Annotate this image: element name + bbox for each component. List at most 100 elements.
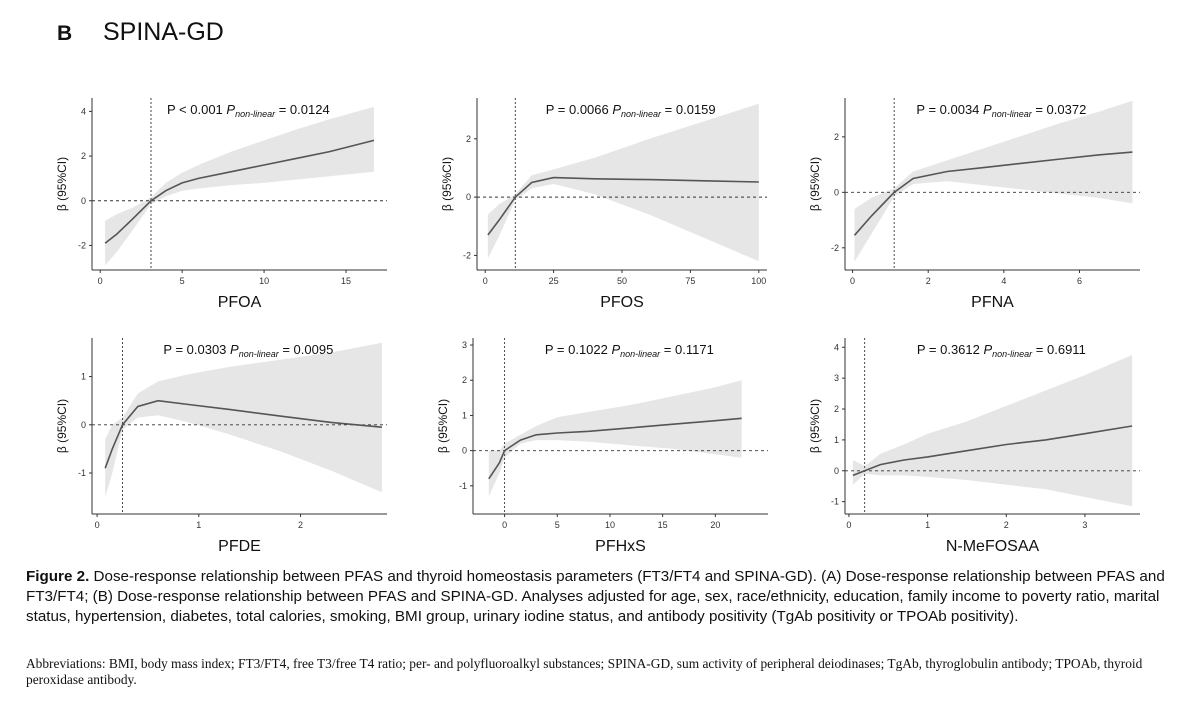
p-overall: P = 0.0034 xyxy=(916,102,983,117)
y-axis-label: β (95%CI) xyxy=(55,399,69,453)
y-tick-label: 2 xyxy=(462,375,467,385)
y-tick-label: 0 xyxy=(462,446,467,456)
y-tick-label: 0 xyxy=(834,466,839,476)
p-nonlinear-value: = 0.0372 xyxy=(1032,102,1087,117)
p-value-annotation: P = 0.0066 Pnon-linear = 0.0159 xyxy=(546,102,716,119)
p-nonlinear-symbol: P xyxy=(612,102,621,117)
y-tick-label: -2 xyxy=(831,243,839,253)
p-overall: P = 0.1022 xyxy=(545,342,612,357)
p-value-annotation: P < 0.001 Pnon-linear = 0.0124 xyxy=(167,102,330,119)
ci-band xyxy=(487,103,759,262)
panel-letter: B xyxy=(57,22,73,45)
p-nonlinear-subscript: non-linear xyxy=(235,109,276,119)
ci-band xyxy=(852,355,1133,507)
p-nonlinear-symbol: P xyxy=(983,102,992,117)
figure-caption: Figure 2. Dose-response relationship bet… xyxy=(26,567,1181,627)
x-axis-label: PFOS xyxy=(600,294,644,311)
chart-panel-pfos: 0 25 50 75 100 -2 0 2 PFOS β (95%CI) P = 0.0066 Pn… xyxy=(440,98,767,311)
y-tick-label: 4 xyxy=(834,342,839,352)
x-axis-label: N-MeFOSAA xyxy=(946,538,1040,555)
x-tick-label: 0 xyxy=(483,276,488,286)
x-tick-label: 0 xyxy=(850,276,855,286)
y-tick-label: 1 xyxy=(462,410,467,420)
y-tick-label: -1 xyxy=(78,468,86,478)
panel-title: SPINA-GD xyxy=(103,18,224,46)
y-tick-label: 2 xyxy=(834,132,839,142)
chart-panel-pfde: 0 1 2 -1 0 1 PFDE β (95%CI) P = 0.0303 Pnon-line… xyxy=(55,338,387,555)
p-nonlinear-subscript: non-linear xyxy=(621,109,662,119)
y-tick-label: 3 xyxy=(834,373,839,383)
ci-band xyxy=(105,106,374,266)
x-axis-label: PFHxS xyxy=(595,538,646,555)
p-overall: P = 0.3612 xyxy=(917,342,984,357)
chart-panel-pfhxs: 0 5 10 15 20 -1 0 1 2 3 PFHxS β (95%CI) P = 0.1022 P… xyxy=(436,338,768,555)
x-tick-label: 25 xyxy=(549,276,559,286)
x-tick-label: 2 xyxy=(1004,520,1009,530)
caption-text: Dose-response relationship between PFAS … xyxy=(26,568,1165,625)
x-axis-label: PFDE xyxy=(218,538,261,555)
p-nonlinear-symbol: P xyxy=(226,102,235,117)
y-axis-label: β (95%CI) xyxy=(808,157,822,211)
p-value-annotation: P = 0.1022 Pnon-linear = 0.1171 xyxy=(545,342,714,359)
chart-panel-pfna: 0 2 4 6 -2 0 2 PFNA β (95%CI) P = 0.0034 Pnon-lin… xyxy=(808,98,1140,311)
x-axis-label: PFOA xyxy=(218,294,262,311)
x-tick-label: 5 xyxy=(555,520,560,530)
fitted-curve xyxy=(852,425,1133,477)
x-tick-label: 50 xyxy=(617,276,627,286)
ci-band xyxy=(854,100,1133,262)
y-tick-label: 2 xyxy=(466,134,471,144)
x-tick-label: 10 xyxy=(605,520,615,530)
abbreviations-note: Abbreviations: BMI, body mass index; FT3… xyxy=(26,656,1143,687)
y-tick-label: 2 xyxy=(834,404,839,414)
x-tick-label: 2 xyxy=(298,520,303,530)
p-value-annotation: P = 0.3612 Pnon-linear = 0.6911 xyxy=(917,342,1086,359)
p-value-annotation: P = 0.0303 Pnon-linear = 0.0095 xyxy=(163,342,333,359)
fitted-curve xyxy=(104,139,375,244)
x-tick-label: 4 xyxy=(1001,276,1006,286)
x-tick-label: 2 xyxy=(926,276,931,286)
ci-band xyxy=(105,342,382,498)
p-value-annotation: P = 0.0034 Pnon-linear = 0.0372 xyxy=(916,102,1086,119)
y-tick-label: 2 xyxy=(81,151,86,161)
x-tick-label: 10 xyxy=(259,276,269,286)
y-tick-label: -2 xyxy=(463,250,471,260)
x-tick-label: 1 xyxy=(196,520,201,530)
y-tick-label: 0 xyxy=(81,196,86,206)
x-tick-label: 6 xyxy=(1077,276,1082,286)
p-overall: P = 0.0303 xyxy=(163,342,230,357)
fitted-curve xyxy=(104,399,382,469)
y-axis-label: β (95%CI) xyxy=(440,157,454,211)
x-tick-label: 0 xyxy=(502,520,507,530)
p-nonlinear-value: = 0.1171 xyxy=(660,342,714,357)
y-tick-label: -2 xyxy=(78,240,86,250)
x-tick-label: 0 xyxy=(846,520,851,530)
chart-panel-pfoa: 0 5 10 15 -2 0 2 4 PFOA β (95%CI) P < 0.001 Pnon-l… xyxy=(55,98,387,311)
y-tick-label: 0 xyxy=(81,420,86,430)
y-tick-label: 3 xyxy=(462,340,467,350)
y-tick-label: 1 xyxy=(81,372,86,382)
p-nonlinear-subscript: non-linear xyxy=(992,109,1033,119)
y-tick-label: -1 xyxy=(831,497,839,507)
ci-band xyxy=(488,380,742,497)
p-nonlinear-value: = 0.0095 xyxy=(279,342,334,357)
fitted-curve xyxy=(853,151,1133,236)
fitted-curve xyxy=(487,176,759,236)
caption-label: Figure 2. xyxy=(26,568,90,585)
p-overall: P < 0.001 xyxy=(167,102,226,117)
y-axis-label: β (95%CI) xyxy=(436,399,450,453)
p-nonlinear-symbol: P xyxy=(983,342,992,357)
y-tick-label: 0 xyxy=(834,187,839,197)
x-axis-label: PFNA xyxy=(971,294,1014,311)
y-axis-label: β (95%CI) xyxy=(808,399,822,453)
y-tick-label: 4 xyxy=(81,106,86,116)
p-nonlinear-subscript: non-linear xyxy=(239,349,280,359)
p-nonlinear-subscript: non-linear xyxy=(620,349,661,359)
x-tick-label: 0 xyxy=(98,276,103,286)
x-tick-label: 1 xyxy=(925,520,930,530)
p-nonlinear-symbol: P xyxy=(230,342,239,357)
y-tick-label: -1 xyxy=(459,481,467,491)
y-tick-label: 0 xyxy=(466,192,471,202)
p-overall: P = 0.0066 xyxy=(546,102,613,117)
x-tick-label: 20 xyxy=(710,520,720,530)
x-tick-label: 100 xyxy=(751,276,766,286)
